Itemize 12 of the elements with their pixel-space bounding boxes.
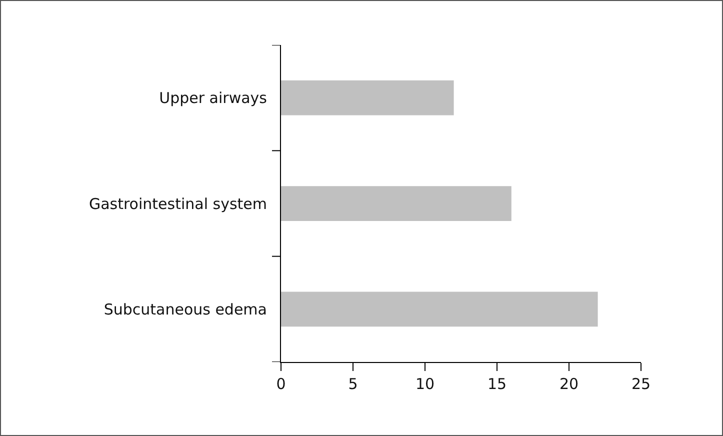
bar	[281, 186, 512, 221]
x-tick-label: 5	[348, 375, 358, 393]
x-tick-label: 25	[631, 375, 651, 393]
y-tick-label: Gastrointestinal system	[88, 194, 267, 213]
y-tick-label: Subcutaneous edema	[104, 300, 267, 318]
x-tick-label: 15	[487, 375, 507, 393]
bar	[281, 80, 454, 116]
y-tick-label: Upper airways	[159, 89, 268, 108]
x-tick-label: 0	[276, 375, 286, 393]
bar	[281, 292, 598, 327]
x-tick-label: 10	[415, 375, 435, 393]
x-tick-label: 20	[559, 375, 579, 393]
